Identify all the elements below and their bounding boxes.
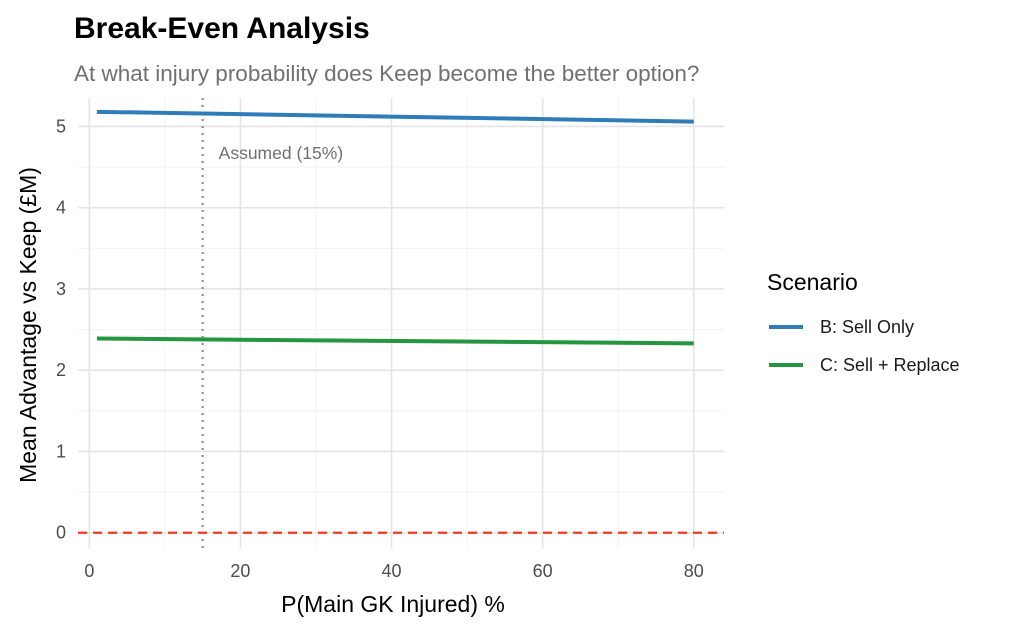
x-tick-label: 60 — [533, 561, 553, 581]
x-tick-label: 40 — [382, 561, 402, 581]
chart-subtitle: At what injury probability does Keep bec… — [74, 61, 699, 86]
x-tick-label: 80 — [684, 561, 704, 581]
grid — [78, 98, 724, 549]
y-tick-label: 1 — [56, 441, 66, 461]
legend-title: Scenario — [767, 269, 858, 295]
y-tick-label: 4 — [56, 198, 66, 218]
y-tick-label: 5 — [56, 116, 66, 136]
reference-lines: Assumed (15%) — [78, 98, 724, 549]
chart-title: Break-Even Analysis — [74, 12, 370, 45]
tick-labels: 0 20 40 60 80 0 1 2 3 4 5 — [56, 116, 704, 581]
legend-label-0: B: Sell Only — [820, 317, 914, 337]
x-tick-label: 20 — [230, 561, 250, 581]
y-tick-label: 3 — [56, 279, 66, 299]
y-tick-label: 2 — [56, 360, 66, 380]
legend-label-1: C: Sell + Replace — [820, 355, 960, 375]
assumed-annotation: Assumed (15%) — [219, 143, 344, 163]
series-lines — [96, 109, 694, 346]
y-axis-title: Mean Advantage vs Keep (£M) — [15, 167, 41, 483]
series-line-0 — [96, 109, 694, 124]
legend: Scenario B: Sell Only C: Sell + Replace — [767, 269, 960, 375]
series-line-1 — [96, 336, 694, 346]
x-tick-label: 0 — [84, 561, 94, 581]
y-tick-label: 0 — [56, 523, 66, 543]
x-axis-title: P(Main GK Injured) % — [281, 591, 505, 617]
